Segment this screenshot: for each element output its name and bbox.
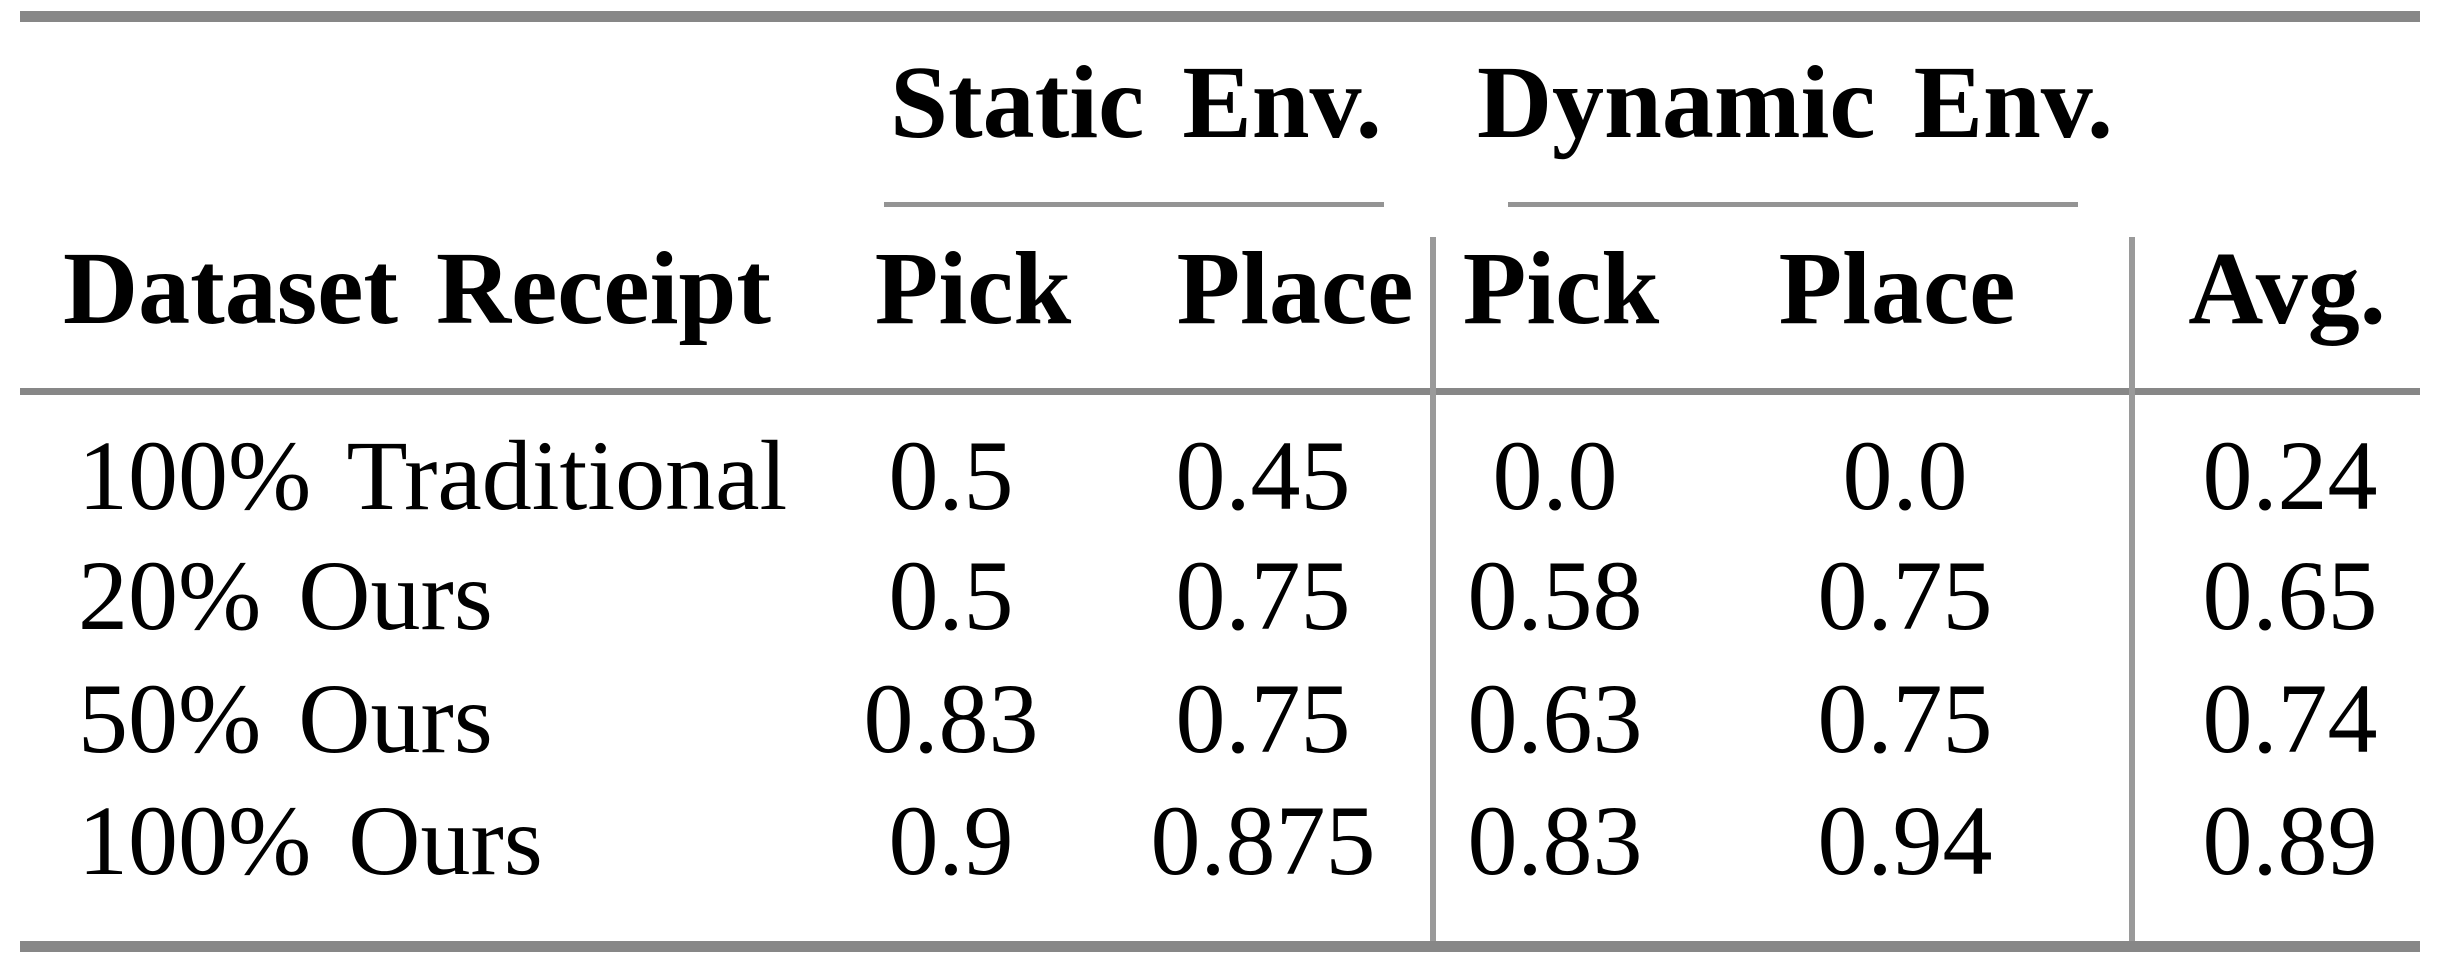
table-cell: 0.75 <box>1175 540 1351 651</box>
table-cell: 0.5 <box>888 420 1014 531</box>
header-rule <box>20 388 2420 395</box>
table-cell: 0.75 <box>1817 663 1993 774</box>
table-cell: 0.83 <box>863 663 1039 774</box>
table-cell: 0.0 <box>1492 420 1618 531</box>
table-cell: 0.875 <box>1150 785 1376 896</box>
col-header-avg: Avg. <box>2188 231 2386 346</box>
table-cell: 0.9 <box>888 785 1014 896</box>
row-label: 50% Ours <box>78 663 493 774</box>
cmidrule-dynamic-env <box>1508 202 2078 207</box>
row-label: 100% Traditional <box>78 420 788 531</box>
table-cell: 0.5 <box>888 540 1014 651</box>
table-cell: 0.58 <box>1467 540 1643 651</box>
col-header-static-place: Place <box>1176 231 1414 346</box>
table-cell: 0.75 <box>1817 540 1993 651</box>
group-header-static-env: Static Env. <box>890 45 1382 160</box>
group-header-dynamic-env: Dynamic Env. <box>1476 45 2114 160</box>
col-header-static-pick: Pick <box>874 231 1072 346</box>
table-cell: 0.45 <box>1175 420 1351 531</box>
table-cell: 0.65 <box>2202 540 2378 651</box>
table-cell: 0.75 <box>1175 663 1351 774</box>
table-cell: 0.83 <box>1467 785 1643 896</box>
table-cell: 0.24 <box>2202 420 2378 531</box>
row-label: 100% Ours <box>78 785 543 896</box>
table-cell: 0.89 <box>2202 785 2378 896</box>
bottom-rule <box>20 941 2420 952</box>
cmidrule-static-env <box>884 202 1384 207</box>
column-divider-static-dynamic <box>1430 237 1436 941</box>
table-cell: 0.0 <box>1842 420 1968 531</box>
row-label: 20% Ours <box>78 540 493 651</box>
col-header-dynamic-pick: Pick <box>1462 231 1660 346</box>
table-cell: 0.74 <box>2202 663 2378 774</box>
table-cell: 0.94 <box>1817 785 1993 896</box>
table-cell: 0.63 <box>1467 663 1643 774</box>
column-divider-avg <box>2129 237 2135 941</box>
top-rule <box>20 11 2420 22</box>
col-header-dataset-receipt: Dataset Receipt <box>63 231 771 346</box>
col-header-dynamic-place: Place <box>1778 231 2016 346</box>
